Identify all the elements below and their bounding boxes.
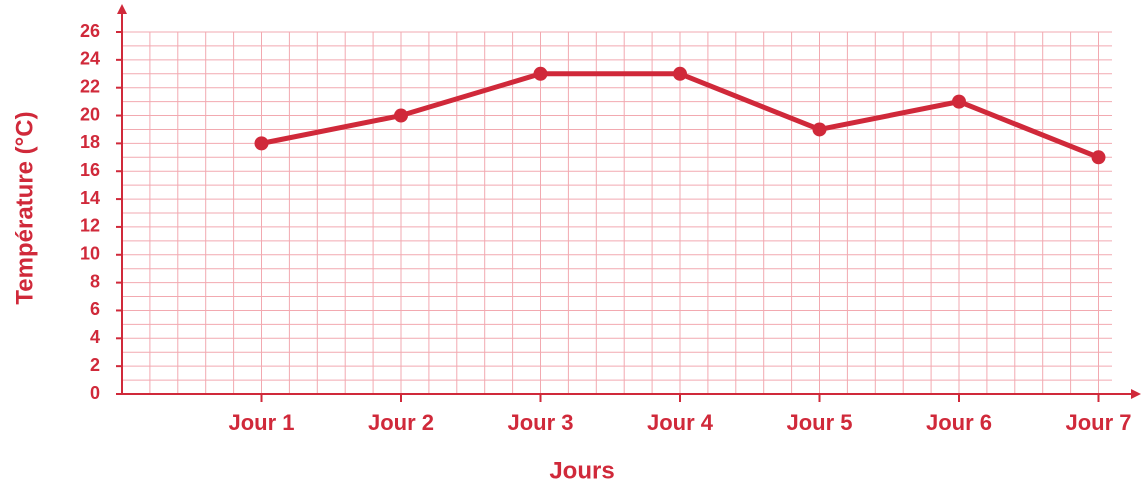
y-tick-label: 18 <box>80 132 100 152</box>
x-arrow <box>1131 389 1141 399</box>
y-tick-label: 8 <box>90 271 100 291</box>
y-tick-label: 14 <box>80 188 100 208</box>
y-tick-label: 12 <box>80 216 100 236</box>
point <box>533 66 548 81</box>
y-tick-label: 6 <box>90 299 100 319</box>
y-arrow <box>117 4 127 14</box>
point <box>254 136 269 151</box>
point <box>1091 150 1106 165</box>
y-tick-label: 22 <box>80 76 100 96</box>
y-tick-label: 26 <box>80 21 100 41</box>
x-tick-label: Jour 2 <box>368 410 434 435</box>
y-tick-label: 10 <box>80 244 100 264</box>
point <box>673 66 687 81</box>
x-tick-label: Jour 3 <box>507 410 573 435</box>
grid <box>122 31 1112 395</box>
x-axis-title: Jours <box>549 457 614 484</box>
point <box>394 108 408 123</box>
x-tick-label: Jour 5 <box>786 410 852 435</box>
y-tick-label: 4 <box>90 327 100 347</box>
x-tick-label: Jour 1 <box>228 410 294 435</box>
x-tick-label: Jour 6 <box>926 410 992 435</box>
x-tick-label: Jour 7 <box>1065 410 1131 435</box>
x-tick-label: Jour 4 <box>647 410 714 435</box>
y-tick-label: 0 <box>90 383 100 403</box>
y-tick-label: 16 <box>80 160 100 180</box>
point <box>952 94 966 109</box>
y-tick-label: 2 <box>90 355 100 375</box>
y-tick-label: 20 <box>80 104 100 124</box>
y-tick-label: 24 <box>80 49 100 69</box>
point <box>812 122 827 137</box>
y-axis-title: Température (°C) <box>11 111 38 304</box>
